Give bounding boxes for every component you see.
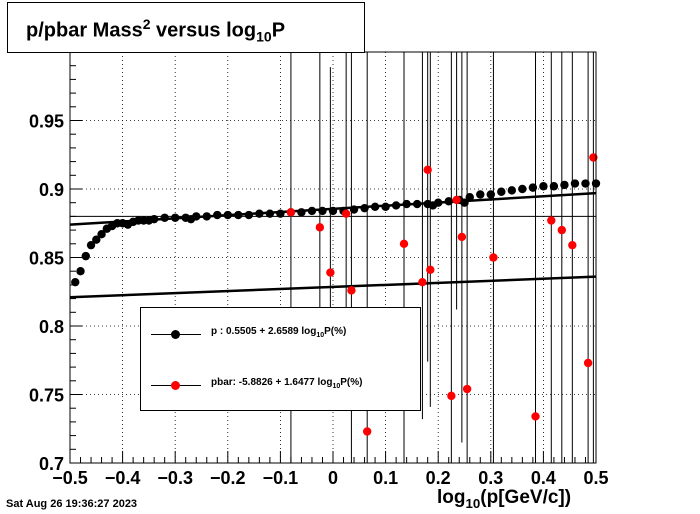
p-point [476, 190, 485, 199]
y-tick-label: 0.8 [39, 317, 64, 337]
x-tick-label: 0.3 [478, 468, 503, 488]
legend-entry-pbar: pbar: -5.8826 + 1.6477 log10P(%) [141, 371, 420, 401]
p-point [370, 202, 380, 212]
pbar-point [418, 277, 427, 287]
pbar-point [286, 208, 296, 217]
p-point [192, 212, 201, 221]
x-tick-label: −0.5 [52, 468, 88, 488]
p-point [276, 209, 285, 218]
legend-label-p: p : 0.5505 + 2.6589 log10P(%) [211, 326, 347, 339]
p-point [444, 197, 453, 206]
p-point [434, 198, 443, 207]
p-point [328, 206, 338, 216]
x-tick-label: 0.4 [531, 468, 556, 488]
pbar-point [362, 427, 372, 436]
pbar-point [489, 253, 498, 262]
p-point [149, 214, 159, 224]
y-tick-label: 0.85 [29, 249, 64, 269]
p-point [570, 179, 580, 188]
x-tick-label: 0 [328, 468, 338, 488]
p-point [465, 193, 474, 202]
p-point [97, 230, 106, 239]
p-point [265, 209, 275, 218]
p-point [318, 206, 327, 216]
p-point [497, 187, 506, 196]
pbar-point [447, 391, 456, 401]
x-tick-label: −0.3 [157, 468, 193, 488]
p-point [349, 205, 359, 214]
p-point [76, 267, 85, 276]
p-point [202, 212, 211, 221]
pbar-point [347, 286, 356, 295]
pbar-point [452, 195, 461, 205]
pbar-point [583, 358, 593, 368]
p-point [581, 179, 590, 188]
p-point [213, 210, 222, 220]
axis-ticks [69, 51, 597, 464]
x-tick-label: 0.2 [426, 468, 451, 488]
x-tick-label: −0.4 [105, 468, 141, 488]
pbar-point [589, 153, 598, 162]
legend-marker-p [171, 330, 180, 339]
p-point [560, 180, 569, 190]
p-point [486, 190, 495, 199]
pbar-point [326, 268, 335, 277]
legend-marker-pbar [171, 381, 180, 390]
x-tick-label: 0.5 [583, 468, 608, 488]
p-point [223, 210, 232, 220]
chart-title: p/pbar Mass2 versus log10P [26, 16, 286, 45]
p-point [255, 209, 264, 218]
p-point [86, 240, 96, 250]
pbar-point [423, 165, 432, 175]
x-tick-label: 0.1 [373, 468, 398, 488]
p-point [297, 208, 306, 217]
p-point [244, 210, 254, 220]
p-point [518, 184, 527, 194]
p-point [171, 213, 180, 222]
x-tick-label: −0.2 [210, 468, 246, 488]
pbar-point [399, 239, 409, 248]
legend: p : 0.5505 + 2.6589 log10P(%) pbar: -5.8… [140, 307, 421, 411]
title-box: p/pbar Mass2 versus log10P [7, 2, 365, 53]
y-tick-label: 0.9 [39, 180, 64, 200]
y-tick-label: 0.75 [29, 386, 64, 406]
y-tick-label: 0.95 [29, 112, 64, 132]
p-point [381, 202, 390, 212]
error-bars [290, 52, 594, 463]
p-point [234, 210, 243, 220]
pbar-point [315, 223, 325, 232]
pbar-point [341, 209, 351, 218]
p-point [71, 277, 80, 287]
p-point [81, 251, 90, 261]
pbar-point [457, 232, 467, 242]
p-point [460, 198, 469, 207]
y-tick-label: 0.7 [39, 454, 64, 474]
legend-label-pbar: pbar: -5.8826 + 1.6477 log10P(%) [211, 377, 363, 390]
fit-line-pbar [69, 275, 597, 299]
pbar-point [568, 240, 577, 250]
p-point [92, 235, 101, 244]
data-points [71, 153, 601, 436]
p-point [549, 182, 559, 191]
p-point [360, 203, 369, 213]
p-point [402, 199, 411, 209]
p-point [307, 206, 317, 216]
x-axis-label: log10(p[GeV/c]) [437, 487, 572, 511]
legend-entry-p: p : 0.5505 + 2.6589 log10P(%) [141, 320, 420, 350]
p-point [528, 183, 538, 192]
pbar-point [426, 265, 435, 275]
p-point [507, 186, 517, 195]
p-point [539, 182, 548, 191]
pbar-point [462, 384, 472, 394]
timestamp: Sat Aug 26 19:36:27 2023 [6, 498, 138, 510]
p-point [160, 213, 169, 222]
tick-labels: −0.5 −0.4 −0.3 −0.2 −0.1 0 0.1 0.2 0.3 0.4 0.5 0.7 0… [29, 112, 609, 489]
pbar-point [557, 225, 567, 235]
p-point [412, 199, 422, 209]
pbar-point [547, 216, 556, 225]
p-point [391, 201, 401, 210]
x-tick-label: −0.1 [263, 468, 299, 488]
pbar-point [531, 412, 540, 421]
